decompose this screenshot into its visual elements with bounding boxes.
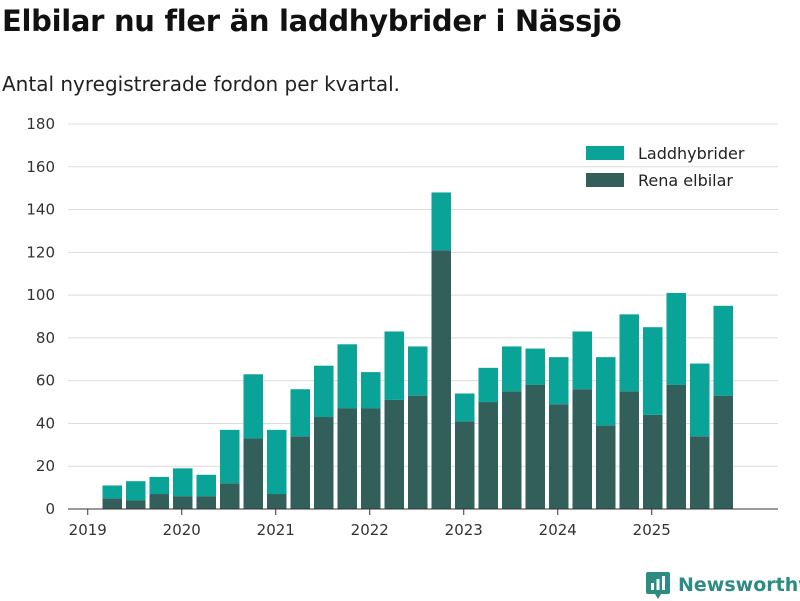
- bar-segment-laddhybrider: [525, 348, 545, 385]
- bar-segment-rena-elbilar: [549, 404, 569, 509]
- bar-segment-laddhybrider: [572, 331, 592, 390]
- branding: Newsworthy: [645, 569, 800, 601]
- bar-segment-laddhybrider: [102, 485, 122, 499]
- bar-segment-rena-elbilar: [502, 391, 522, 509]
- bar-segment-laddhybrider: [173, 468, 193, 497]
- bar-segment-laddhybrider: [455, 393, 475, 422]
- bar-segment-rena-elbilar: [290, 436, 310, 509]
- y-tick-label: 100: [26, 286, 55, 304]
- bar-segment-laddhybrider: [337, 344, 357, 409]
- y-axis: 0 20 40 60 80 100 120 140 160 180: [26, 115, 55, 518]
- legend-swatch: [586, 173, 624, 187]
- bar-segment-rena-elbilar: [431, 250, 451, 509]
- bars: [102, 192, 733, 509]
- x-tick-label: 2020: [163, 521, 201, 539]
- x-tick-label: 2019: [69, 521, 107, 539]
- bar-segment-rena-elbilar: [643, 414, 663, 509]
- bar-segment-laddhybrider: [243, 374, 263, 439]
- bar-segment-rena-elbilar: [384, 399, 404, 509]
- bar-segment-laddhybrider: [149, 476, 169, 495]
- bar-segment-rena-elbilar: [713, 395, 733, 509]
- x-axis: 2019 2020 2021 2022 2023 2024 2025: [68, 508, 778, 539]
- bar-segment-rena-elbilar: [619, 391, 639, 509]
- bar-segment-laddhybrider: [126, 481, 146, 501]
- chart-subtitle: Antal nyregistrerade fordon per kvartal.: [2, 72, 401, 96]
- x-tick-label: 2021: [257, 521, 295, 539]
- legend-label: Rena elbilar: [638, 171, 733, 190]
- bar-segment-laddhybrider: [290, 389, 310, 437]
- y-tick-label: 60: [36, 372, 55, 390]
- y-tick-label: 20: [36, 457, 55, 475]
- y-tick-label: 120: [26, 243, 55, 261]
- bar-segment-rena-elbilar: [149, 494, 169, 509]
- y-tick-label: 80: [36, 329, 55, 347]
- x-tick-label: 2022: [351, 521, 389, 539]
- bar-segment-laddhybrider: [549, 357, 569, 405]
- bar-segment-laddhybrider: [643, 327, 663, 415]
- bar-segment-laddhybrider: [666, 292, 686, 385]
- bar-segment-laddhybrider: [478, 367, 498, 403]
- bar-segment-rena-elbilar: [173, 496, 193, 509]
- bar-segment-rena-elbilar: [596, 425, 616, 509]
- legend-swatch: [586, 146, 624, 160]
- y-tick-label: 140: [26, 201, 55, 219]
- chart-title: Elbilar nu fler än laddhybrider i Nässjö: [2, 4, 622, 38]
- y-tick-label: 40: [36, 414, 55, 432]
- bar-segment-rena-elbilar: [314, 417, 334, 509]
- x-tick-label: 2023: [445, 521, 483, 539]
- legend-label: Laddhybrider: [638, 144, 745, 163]
- bar-segment-laddhybrider: [220, 429, 240, 484]
- bar-segment-rena-elbilar: [196, 496, 216, 509]
- bar-segment-laddhybrider: [361, 372, 381, 409]
- bar-segment-rena-elbilar: [126, 500, 146, 509]
- bar-segment-laddhybrider: [431, 192, 451, 251]
- bar-segment-laddhybrider: [596, 357, 616, 426]
- bar-segment-laddhybrider: [408, 346, 428, 396]
- bar-segment-rena-elbilar: [478, 402, 498, 509]
- bar-segment-rena-elbilar: [361, 408, 381, 509]
- bar-segment-rena-elbilar: [102, 498, 122, 509]
- bar-segment-laddhybrider: [196, 474, 216, 497]
- bar-segment-rena-elbilar: [455, 421, 475, 509]
- bar-segment-rena-elbilar: [666, 384, 686, 509]
- y-tick-label: 160: [26, 158, 55, 176]
- newsworthy-logo-icon: [646, 572, 670, 599]
- brand-name: Newsworthy: [678, 574, 800, 596]
- bar-segment-laddhybrider: [713, 305, 733, 396]
- bar-segment-rena-elbilar: [267, 494, 287, 509]
- bar-segment-rena-elbilar: [690, 436, 710, 509]
- y-tick-label: 180: [26, 115, 55, 133]
- bar-segment-rena-elbilar: [337, 408, 357, 509]
- y-tick-label: 0: [45, 500, 55, 518]
- bar-segment-laddhybrider: [314, 365, 334, 418]
- bar-segment-laddhybrider: [502, 346, 522, 392]
- bar-segment-rena-elbilar: [243, 438, 263, 509]
- bar-segment-rena-elbilar: [572, 389, 592, 509]
- bar-segment-rena-elbilar: [408, 395, 428, 509]
- legend: Laddhybrider Rena elbilar: [586, 144, 745, 190]
- bar-segment-rena-elbilar: [220, 483, 240, 509]
- bar-segment-laddhybrider: [619, 314, 639, 392]
- x-tick-label: 2025: [633, 521, 671, 539]
- bar-segment-laddhybrider: [267, 429, 287, 495]
- bar-segment-rena-elbilar: [525, 384, 545, 509]
- bar-segment-laddhybrider: [690, 363, 710, 437]
- x-tick-label: 2024: [539, 521, 577, 539]
- bar-segment-laddhybrider: [384, 331, 404, 400]
